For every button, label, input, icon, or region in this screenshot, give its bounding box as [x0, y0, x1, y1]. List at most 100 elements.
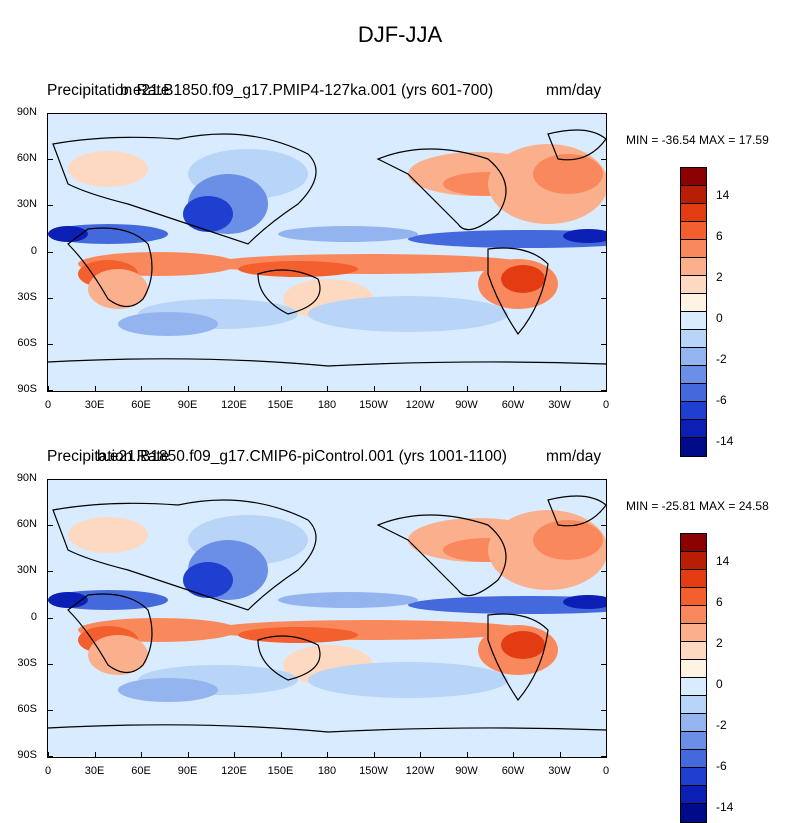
lon-tick-label: 120E [221, 765, 247, 777]
map-panel-bottom: Precipitation Rate b.e21.B1850.f09_g17.C… [0, 366, 800, 823]
lat-tick [48, 343, 53, 345]
lon-tick [513, 386, 514, 391]
lon-tick [327, 752, 328, 757]
lat-tick-label: 30N [16, 564, 37, 577]
colorbar-segment [681, 534, 706, 552]
colorbar-label: -2 [716, 352, 727, 366]
colorbar-label: 2 [716, 270, 723, 284]
lon-tick [513, 752, 514, 757]
colorbar-segment [681, 624, 706, 642]
lat-tick-label: 90S [17, 749, 37, 761]
precip-map [47, 113, 607, 392]
colorbar-segment [681, 606, 706, 624]
lat-tick [601, 113, 606, 114]
panel-center-title: b.e21.B1850.f09_g17.CMIP6-piControl.001 … [97, 448, 507, 465]
lon-tick-label: 120W [405, 399, 435, 411]
lat-tick-label: 60S [17, 702, 37, 715]
lat-tick-label: 30S [17, 656, 37, 669]
colorbar-label: -14 [716, 800, 734, 814]
lon-tick [187, 386, 189, 391]
colorbar-segment [681, 588, 706, 606]
lon-tick-label: 150W [359, 399, 388, 411]
lat-tick [601, 251, 606, 253]
lat-tick [48, 205, 53, 207]
precip-map [47, 479, 607, 758]
colorbar-label: 6 [716, 595, 723, 609]
lon-tick [280, 386, 282, 391]
colorbar-segment [681, 642, 706, 660]
colorbar-segment [681, 570, 706, 588]
colorbar-segment [681, 222, 706, 240]
lat-tick-label: 60N [16, 518, 37, 531]
colorbar-segment [681, 168, 706, 186]
min-value: MIN = -25.81 [626, 499, 696, 513]
lon-tick-label: 180 [317, 399, 337, 411]
lon-tick-label: 60W [501, 765, 525, 777]
lat-tick [601, 709, 606, 711]
colorbar-segment [681, 804, 706, 822]
lon-tick [327, 386, 328, 391]
lat-tick [48, 479, 53, 480]
lat-tick-label: 30N [16, 198, 37, 211]
lat-tick-label: 30S [17, 290, 37, 303]
colorbar-segment [681, 366, 706, 384]
lon-tick-label: 120E [221, 399, 247, 411]
lon-tick [48, 752, 49, 757]
colorbar-segment [681, 348, 706, 366]
lon-tick [141, 752, 142, 757]
colorbar-segment [681, 786, 706, 804]
map-field [48, 114, 606, 391]
colorbar-label: -6 [716, 393, 727, 407]
lon-tick [466, 752, 468, 757]
colorbar-segment [681, 552, 706, 570]
lon-tick-label: 90W [455, 765, 478, 777]
lat-tick [601, 343, 606, 345]
lon-tick [373, 386, 375, 391]
lon-tick-label: 30W [548, 765, 571, 777]
lon-tick-label: 30W [548, 399, 571, 411]
panel-center-title: b.e21.B1850.f09_g17.PMIP4-127ka.001 (yrs… [120, 82, 494, 99]
lat-tick [48, 159, 53, 161]
colorbar-segment [681, 330, 706, 348]
lat-tick-label: 0 [30, 610, 37, 623]
lat-tick [48, 709, 53, 711]
lon-tick [559, 386, 561, 391]
colorbar-segment [681, 186, 706, 204]
colorbar-label: -6 [716, 759, 727, 773]
lon-tick-label: 0 [602, 765, 610, 777]
lat-tick [601, 571, 606, 573]
lon-tick [187, 752, 189, 757]
map-field [48, 480, 606, 757]
colorbar-label: 14 [716, 188, 730, 202]
lon-tick-label: 180 [317, 765, 337, 777]
colorbar-segment [681, 696, 706, 714]
lat-tick [601, 617, 606, 619]
lat-tick [48, 113, 53, 114]
colorbar-segment [681, 714, 706, 732]
lon-tick-label: 90E [177, 399, 198, 411]
lat-tick [48, 617, 53, 619]
lon-tick-label: 120W [405, 765, 435, 777]
lat-tick [601, 525, 606, 527]
lat-tick [48, 571, 53, 573]
colorbar-segment [681, 312, 706, 330]
lat-tick-label: 90N [16, 106, 37, 118]
lon-tick-label: 0 [44, 765, 52, 777]
colorbar [680, 533, 707, 823]
lon-tick [373, 752, 375, 757]
colorbar-segment [681, 294, 706, 312]
lon-tick [48, 386, 49, 391]
min-value: MIN = -36.54 [626, 133, 696, 147]
colorbar-label: 0 [716, 311, 723, 325]
panel-left-title: Precipitation Rate [47, 82, 170, 99]
colorbar [680, 167, 707, 457]
lat-tick [601, 756, 606, 757]
lat-tick [601, 390, 606, 391]
lon-tick-label: 90E [177, 765, 198, 777]
colorbar-segment [681, 276, 706, 294]
colorbar-segment [681, 732, 706, 750]
lat-tick [601, 663, 606, 665]
lat-tick [48, 525, 53, 527]
panel-units: mm/day [546, 448, 602, 465]
lon-tick [94, 386, 96, 391]
